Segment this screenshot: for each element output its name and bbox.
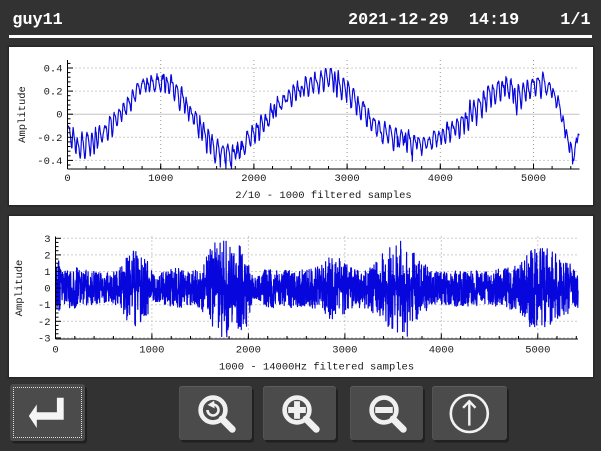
svg-text:0: 0 — [52, 344, 58, 356]
svg-text:1000: 1000 — [139, 344, 164, 356]
svg-text:Amplitude: Amplitude — [14, 259, 26, 316]
svg-text:4000: 4000 — [429, 344, 454, 356]
svg-text:Amplitude: Amplitude — [17, 86, 29, 143]
svg-text:5000: 5000 — [521, 173, 546, 185]
svg-text:-2: -2 — [38, 316, 51, 328]
svg-text:0.4: 0.4 — [44, 64, 63, 76]
svg-text:3000: 3000 — [332, 344, 357, 356]
svg-text:-0.2: -0.2 — [37, 133, 62, 145]
svg-text:2/10 - 1000 filtered samples: 2/10 - 1000 filtered samples — [235, 190, 411, 202]
svg-text:0: 0 — [56, 110, 62, 122]
svg-text:0: 0 — [64, 173, 70, 185]
svg-text:2000: 2000 — [241, 173, 266, 185]
svg-text:1000: 1000 — [148, 173, 173, 185]
svg-text:2000: 2000 — [236, 344, 261, 356]
svg-text:3: 3 — [44, 233, 50, 245]
svg-text:-1: -1 — [38, 300, 51, 312]
svg-text:5000: 5000 — [525, 344, 550, 356]
svg-text:1: 1 — [44, 267, 50, 279]
svg-text:2: 2 — [44, 250, 50, 262]
svg-text:3000: 3000 — [334, 173, 359, 185]
svg-text:4000: 4000 — [428, 173, 453, 185]
svg-text:0: 0 — [44, 283, 50, 295]
svg-text:1000 - 14000Hz filtered sample: 1000 - 14000Hz filtered samples — [219, 361, 414, 373]
svg-text:-3: -3 — [38, 333, 51, 345]
svg-text:0.2: 0.2 — [44, 87, 63, 99]
svg-text:-0.4: -0.4 — [37, 156, 62, 168]
